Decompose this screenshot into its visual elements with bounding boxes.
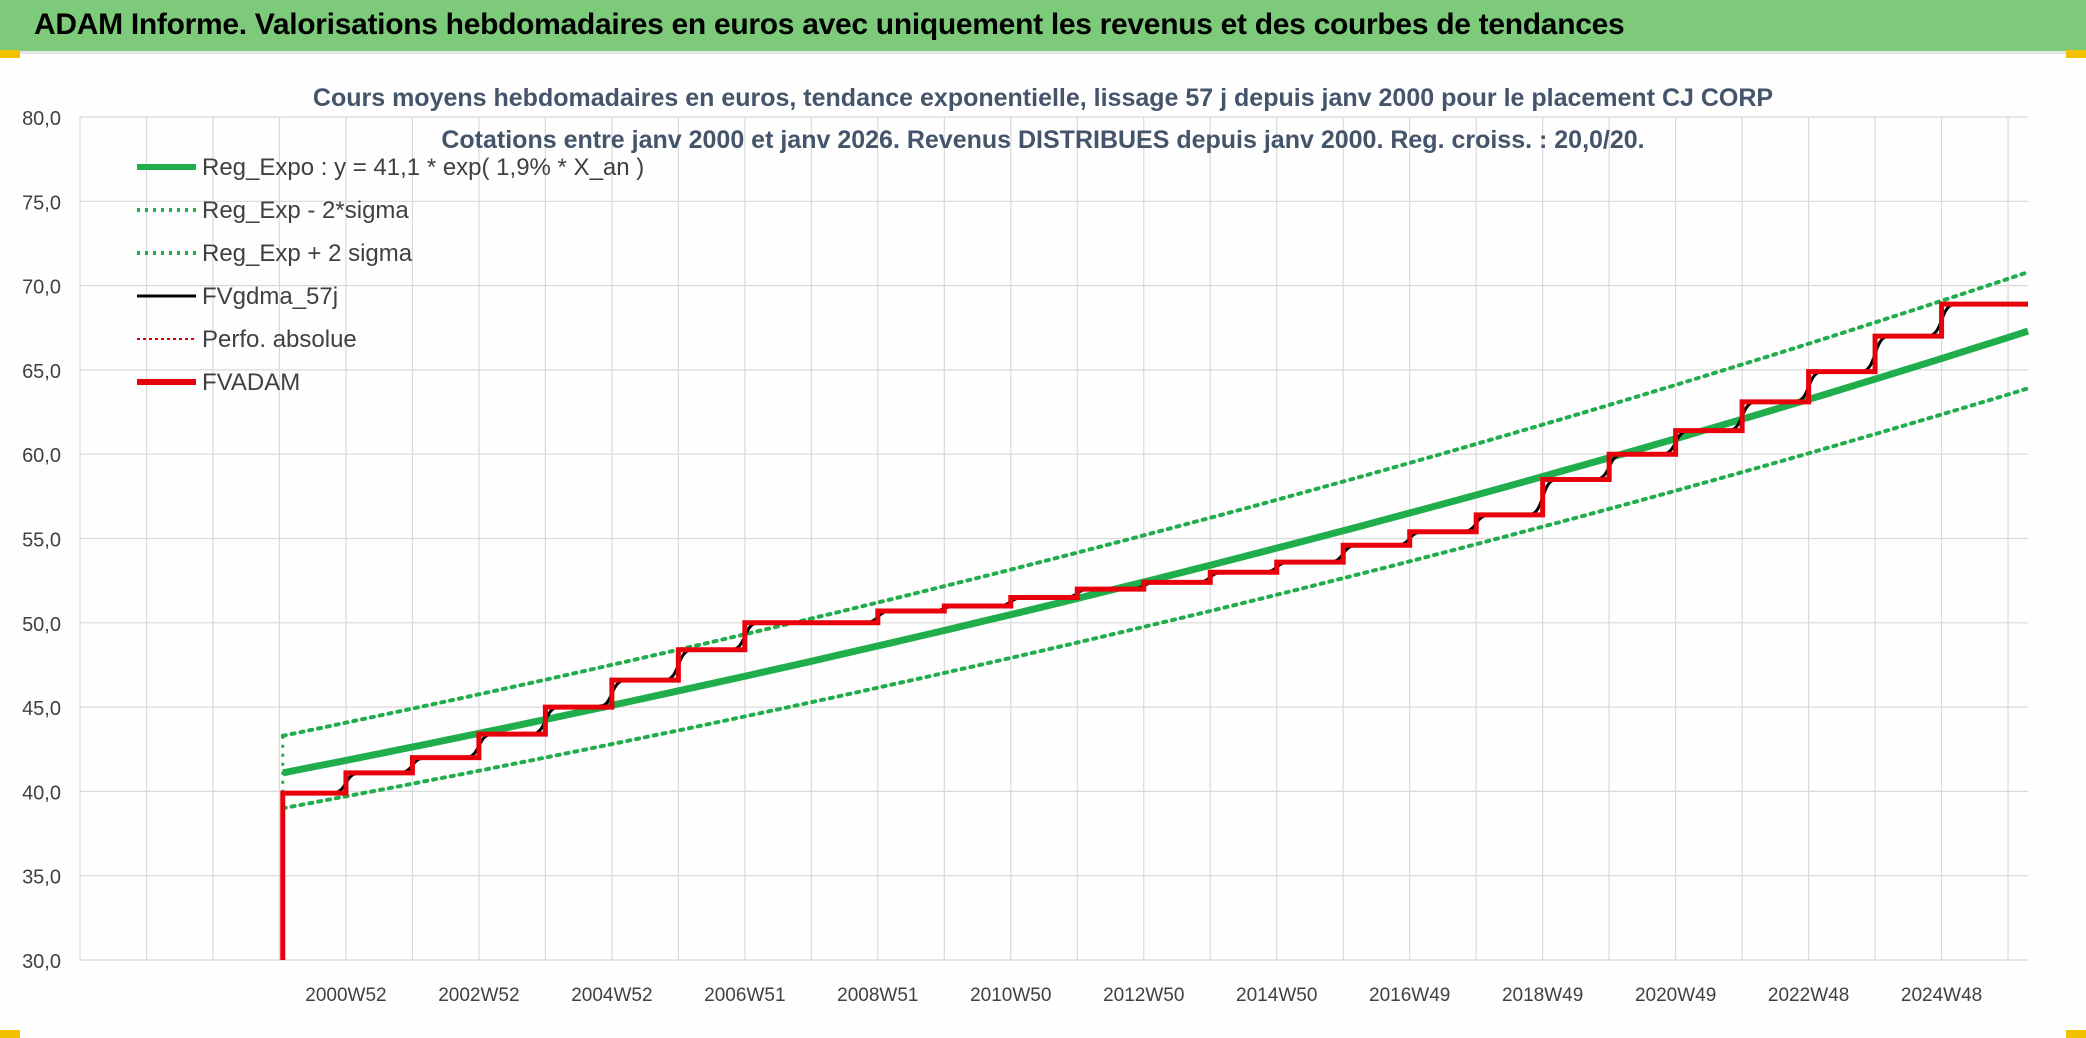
x-tick-label: 2000W52 <box>305 985 386 1006</box>
grid-lines <box>79 116 2028 961</box>
y-axis-ticks: 30,0 35,0 40,0 45,0 50,0 55,0 60,0 65,0 70,0 75,0… <box>22 108 61 973</box>
x-tick-label: 2010W50 <box>970 985 1051 1006</box>
corner-marker-bottom-right <box>2066 1030 2086 1038</box>
legend-label: FVADAM <box>202 369 300 396</box>
y-tick-label: 75,0 <box>22 192 61 214</box>
y-tick-label: 60,0 <box>22 445 61 467</box>
y-tick-label: 80,0 <box>22 108 61 130</box>
y-tick-label: 55,0 <box>22 530 61 552</box>
legend-label: Perfo. absolue <box>202 326 357 353</box>
x-tick-label: 2018W49 <box>1502 985 1583 1006</box>
x-tick-label: 2020W49 <box>1635 985 1716 1006</box>
chart-area: 30,0 35,0 40,0 45,0 50,0 55,0 60,0 65,0 70,0 75,0… <box>22 108 2030 1006</box>
y-tick-label: 40,0 <box>22 782 61 804</box>
chart-title-line-1: Cours moyens hebdomadaires en euros, ten… <box>312 84 1774 112</box>
series-reg-exp-plus-2sigma <box>280 270 2030 738</box>
y-tick-label: 35,0 <box>22 867 61 889</box>
y-tick-label: 45,0 <box>22 698 61 720</box>
y-tick-label: 30,0 <box>22 951 61 973</box>
x-tick-label: 2016W49 <box>1369 985 1450 1006</box>
y-tick-label: 70,0 <box>22 277 61 299</box>
report-title: ADAM Informe. Valorisations hebdomadaire… <box>34 8 1625 41</box>
x-axis-ticks: 2000W52 2002W52 2004W52 2006W51 2008W51 2010W… <box>305 985 1982 1006</box>
series-fvadam <box>280 301 2028 960</box>
y-tick-label: 50,0 <box>22 614 61 636</box>
x-tick-label: 2024W48 <box>1901 985 1982 1006</box>
x-tick-label: 2014W50 <box>1236 985 1317 1006</box>
legend-label: Reg_Exp + 2 sigma <box>202 240 413 267</box>
x-tick-label: 2006W51 <box>704 985 785 1006</box>
x-tick-label: 2012W50 <box>1103 985 1184 1006</box>
x-tick-label: 2002W52 <box>438 985 519 1006</box>
corner-marker-bottom-left <box>0 1030 20 1038</box>
x-tick-label: 2022W48 <box>1768 985 1849 1006</box>
x-tick-label: 2008W51 <box>837 985 918 1006</box>
corner-marker-top-right <box>2066 50 2086 58</box>
x-tick-label: 2004W52 <box>571 985 652 1006</box>
legend: Reg_Expo : y = 41,1 * exp( 1,9% * X_an )… <box>137 154 644 396</box>
corner-marker-top-left <box>0 50 20 58</box>
legend-label: Reg_Expo : y = 41,1 * exp( 1,9% * X_an ) <box>202 154 644 181</box>
legend-label: FVgdma_57j <box>202 283 338 310</box>
series-group <box>280 270 2030 960</box>
chart-title-line-2: Cotations entre janv 2000 et janv 2026. … <box>441 126 1645 154</box>
series-reg-expo <box>282 327 2030 777</box>
series-reg-exp-minus-2sigma <box>280 386 2030 811</box>
y-tick-label: 65,0 <box>22 361 61 383</box>
report-banner: ADAM Informe. Valorisations hebdomadaire… <box>0 0 2086 54</box>
legend-label: Reg_Exp - 2*sigma <box>202 197 409 224</box>
